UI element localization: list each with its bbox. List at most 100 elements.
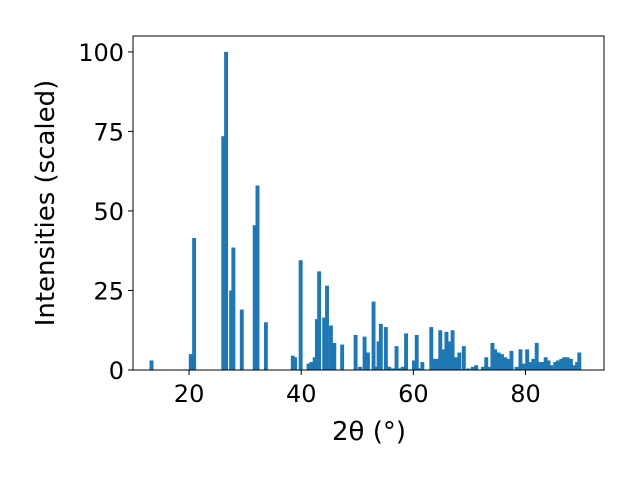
bar [263, 322, 268, 370]
bar [353, 335, 358, 370]
bar [387, 366, 392, 370]
plot-frame [132, 35, 605, 371]
bar [376, 341, 381, 370]
bar [317, 271, 322, 370]
bar [400, 366, 405, 370]
bar [394, 346, 399, 370]
bar [543, 357, 548, 370]
bar [414, 335, 419, 370]
bar [314, 319, 319, 370]
bar [484, 357, 489, 370]
bar [521, 363, 526, 370]
bar [438, 330, 443, 370]
bar [290, 355, 295, 370]
bar [149, 360, 154, 370]
bar [562, 357, 567, 370]
y-tick-label: 75 [93, 118, 124, 146]
bar [383, 327, 388, 370]
bar [538, 362, 543, 370]
bar [444, 331, 449, 370]
bar [528, 362, 533, 370]
x-tick-label: 80 [510, 380, 541, 408]
bar [450, 330, 455, 370]
bar [418, 368, 423, 370]
bar [221, 136, 226, 370]
bar [435, 358, 440, 370]
bar [432, 358, 437, 370]
bar [556, 360, 560, 370]
y-axis-ticks: 0 25 50 75 100 [78, 39, 133, 385]
bar [429, 327, 434, 370]
bar [461, 346, 466, 370]
bar [577, 352, 582, 370]
bar [224, 51, 229, 371]
x-tick-label: 60 [398, 380, 429, 408]
bar [565, 357, 570, 370]
bar [231, 247, 236, 370]
bar [397, 368, 402, 370]
bar [298, 260, 303, 370]
x-tick-label: 40 [286, 380, 317, 408]
bar [525, 349, 530, 370]
bar [255, 185, 260, 370]
bar [493, 349, 498, 370]
x-axis-ticks: 20 40 60 80 [174, 370, 541, 408]
y-tick-label: 25 [93, 277, 124, 305]
bar [546, 360, 551, 370]
bar [514, 366, 519, 370]
bar [325, 285, 329, 370]
bar [365, 352, 370, 370]
bar [503, 357, 508, 370]
bar [420, 362, 425, 370]
bar [252, 225, 257, 370]
bar [404, 333, 409, 370]
bar [391, 368, 396, 370]
bar [378, 323, 383, 370]
bar [362, 336, 367, 370]
bar [559, 358, 564, 370]
bar [188, 354, 193, 370]
bar [374, 366, 379, 370]
bar [332, 342, 337, 370]
bar [371, 301, 376, 370]
bar [480, 366, 485, 370]
bar [572, 365, 577, 370]
bar [499, 354, 504, 370]
bar [306, 363, 311, 370]
bar [293, 357, 297, 370]
bar [474, 365, 479, 370]
bar [229, 290, 234, 370]
bar [509, 350, 514, 370]
bar [447, 341, 452, 370]
x-tick-label: 20 [174, 380, 205, 408]
bar [540, 362, 545, 370]
x-axis-label: 2θ (°) [332, 417, 406, 447]
bar [549, 365, 554, 370]
bar [470, 366, 475, 370]
bar [340, 344, 345, 370]
bar-series [149, 51, 582, 371]
bar [553, 362, 558, 370]
y-axis-label: Intensities (scaled) [31, 80, 61, 327]
bar [575, 362, 580, 370]
bar [490, 342, 495, 370]
y-tick-label: 0 [109, 357, 124, 385]
bar [531, 358, 536, 370]
bar [328, 325, 333, 370]
y-tick-label: 100 [78, 39, 124, 67]
bar [518, 349, 523, 370]
bar [487, 366, 492, 370]
bar [322, 317, 327, 370]
bar [312, 357, 317, 370]
bar [358, 366, 363, 370]
bar [441, 349, 446, 370]
bar [466, 368, 471, 370]
bar [568, 358, 573, 370]
bar [496, 352, 501, 370]
bar [457, 352, 462, 370]
y-tick-label: 50 [93, 198, 124, 226]
bar [309, 362, 314, 370]
bar [454, 357, 458, 370]
